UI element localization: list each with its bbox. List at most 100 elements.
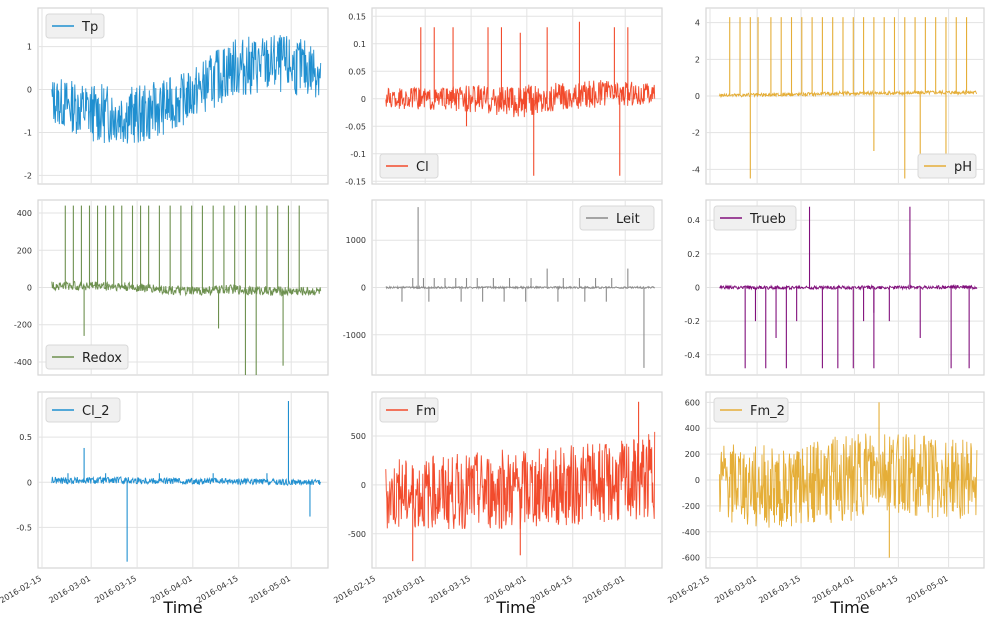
legend-cl: Cl xyxy=(379,153,439,179)
x-axis-label-col2: Time xyxy=(495,598,535,617)
x-tick-label: 2016-03-15 xyxy=(93,574,138,605)
x-tick-label: 2016-05-01 xyxy=(905,574,950,605)
y-tick-label: 0.05 xyxy=(348,67,366,76)
y-tick-label: 200 xyxy=(17,246,32,255)
y-tick-label: -0.4 xyxy=(684,351,700,360)
x-tick-label: 2016-03-01 xyxy=(47,574,92,605)
y-tick-label: 0 xyxy=(695,476,700,485)
legend-box xyxy=(713,397,789,423)
series-line-trueb xyxy=(719,284,978,291)
legend-label: Fm_2 xyxy=(750,404,785,419)
legend-label: Leit xyxy=(616,212,640,227)
legend-box xyxy=(45,344,129,370)
y-tick-label: 500 xyxy=(351,432,366,441)
x-tick-label: 2016-03-01 xyxy=(381,574,426,605)
legend-ph: pH xyxy=(917,153,977,179)
y-tick-label: -400 xyxy=(682,528,700,537)
y-tick-label: -0.1 xyxy=(350,150,366,159)
y-tick-label: 0 xyxy=(361,95,366,104)
x-axis-label-col1: Time xyxy=(162,598,202,617)
subplot-tp: -2 -1 0 1 Tp xyxy=(24,7,329,185)
y-tick-label: 0.2 xyxy=(687,250,700,259)
y-tick-label: -4 xyxy=(692,165,700,174)
legend-label: Tp xyxy=(81,20,98,35)
y-tick-label: 0.1 xyxy=(353,40,366,49)
series-line-cl_2 xyxy=(51,475,322,487)
subplot-redox: -400 -200 0 200 400 Redox xyxy=(14,199,329,376)
subplot-ph: -4 -2 0 2 4 pH xyxy=(692,7,985,185)
subplot-fm: -500 0 500 2016-02-15 2016-03-01 2016-03-15 20… xyxy=(332,391,663,605)
subplot-cl_2: -0.5 0 0.5 2016-02-15 2016-03-01 2016-03-15 20… xyxy=(0,391,329,605)
legend-trueb: Trueb xyxy=(713,205,797,231)
y-tick-label: 1000 xyxy=(346,236,366,245)
legend-label: pH xyxy=(954,160,972,175)
subplot-leit: -1000 0 1000 Leit xyxy=(343,199,663,376)
legend-box xyxy=(379,397,439,423)
subplot-trueb: -0.4 -0.2 0 0.2 0.4 Trueb xyxy=(684,199,985,376)
y-tick-label: -2 xyxy=(692,129,700,138)
x-tick-label: 2016-03-15 xyxy=(427,574,472,605)
y-tick-label: -1000 xyxy=(343,331,366,340)
series-line-tp xyxy=(51,35,322,144)
y-tick-label: -0.2 xyxy=(684,317,700,326)
legend-fm: Fm xyxy=(379,397,439,423)
series-line-leit xyxy=(385,284,656,290)
legend-label: Cl_2 xyxy=(82,404,109,419)
x-tick-label: 2016-03-15 xyxy=(757,574,802,605)
y-tick-label: 200 xyxy=(685,450,700,459)
y-tick-label: 400 xyxy=(17,209,32,218)
legend-label: Cl xyxy=(416,160,429,175)
x-axis-label-col3: Time xyxy=(829,598,869,617)
x-tick-label: 2016-02-15 xyxy=(0,574,43,605)
y-tick-label: 0 xyxy=(695,284,700,293)
y-tick-label: -0.05 xyxy=(345,122,366,131)
subplot-cl: -0.15 -0.1 -0.05 0 0.05 0.1 0.15 Cl xyxy=(345,7,663,186)
legend-box xyxy=(579,205,655,231)
y-tick-label: -500 xyxy=(348,530,366,539)
y-tick-label: 0 xyxy=(27,284,32,293)
x-tick-label: 2016-05-01 xyxy=(247,574,292,605)
legend-box xyxy=(45,397,121,423)
legend-cl_2: Cl_2 xyxy=(45,397,121,423)
legend-fm_2: Fm_2 xyxy=(713,397,789,423)
y-tick-label: -200 xyxy=(14,321,32,330)
x-tick-label: 2016-02-15 xyxy=(332,574,377,605)
legend-tp: Tp xyxy=(45,13,105,39)
y-tick-label: -400 xyxy=(14,358,32,367)
y-tick-label: 2 xyxy=(695,55,700,64)
legend-box xyxy=(917,153,977,179)
y-tick-label: 1 xyxy=(27,43,32,52)
legend-leit: Leit xyxy=(579,205,655,231)
subplot-grid: -2 -1 0 1 Tp -0.15 -0.1 -0.05 0 0.05 0.1 0.15 Cl -4 -2… xyxy=(0,7,985,605)
y-tick-label: 0 xyxy=(361,284,366,293)
y-tick-label: -1 xyxy=(24,128,32,137)
y-tick-label: 0.5 xyxy=(19,433,32,442)
legend-box xyxy=(379,153,439,179)
legend-label: Trueb xyxy=(749,212,786,227)
y-tick-label: 0 xyxy=(27,478,32,487)
legend-box xyxy=(713,205,797,231)
y-tick-label: -0.15 xyxy=(345,177,366,186)
series-line-fm_2 xyxy=(718,433,978,528)
y-tick-label: 0.4 xyxy=(687,216,700,225)
legend-label: Fm xyxy=(416,404,436,419)
x-tick-label: 2016-05-01 xyxy=(581,574,626,605)
legend-box xyxy=(45,13,105,39)
y-tick-label: 0 xyxy=(361,481,366,490)
y-tick-label: 400 xyxy=(685,424,700,433)
y-tick-label: -0.5 xyxy=(16,523,32,532)
y-tick-label: -2 xyxy=(24,171,32,180)
y-tick-label: -600 xyxy=(682,554,700,563)
x-tick-label: 2016-02-15 xyxy=(666,574,711,605)
legend-redox: Redox xyxy=(45,344,129,370)
legend-label: Redox xyxy=(82,351,122,366)
y-tick-label: 0.15 xyxy=(348,12,366,21)
y-tick-label: 4 xyxy=(695,19,700,28)
y-tick-label: 0 xyxy=(27,86,32,95)
x-tick-label: 2016-03-01 xyxy=(713,574,758,605)
y-tick-label: 600 xyxy=(685,398,700,407)
x-tick-label: 2016-04-15 xyxy=(529,574,574,605)
y-tick-label: -200 xyxy=(682,502,700,511)
